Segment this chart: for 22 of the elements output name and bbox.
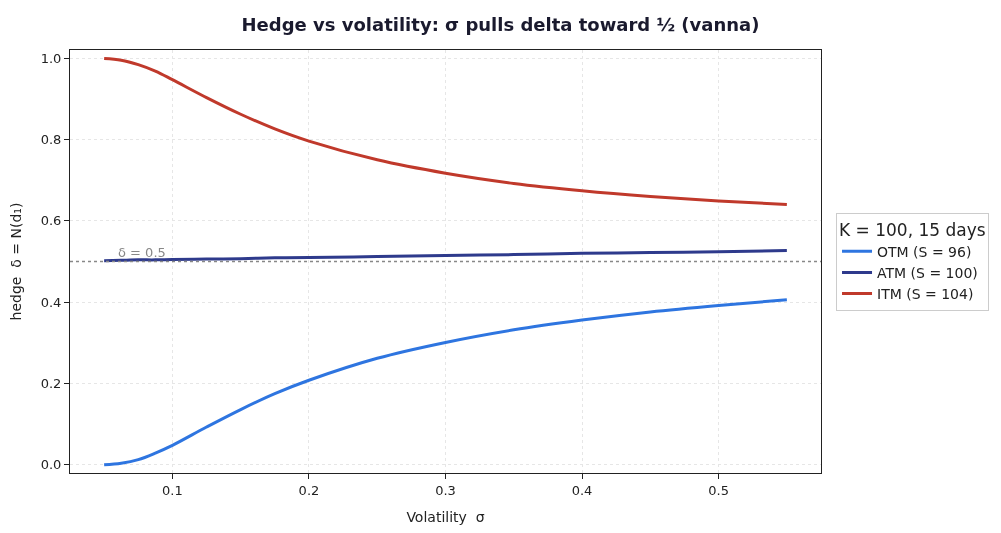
- x-axis-title: Volatility σ: [406, 508, 485, 525]
- x-tick-label: 0.4: [571, 482, 593, 498]
- y-tick-label: 0.4: [40, 294, 62, 310]
- x-tick-label: 0.1: [162, 482, 183, 498]
- ref-line-label: δ = 0.5: [118, 245, 166, 260]
- x-tick-label: 0.5: [708, 482, 729, 498]
- legend-title: K = 100, 15 days: [839, 219, 986, 240]
- y-tick-label: 0.8: [40, 132, 62, 148]
- y-tick-label: 0.0: [40, 457, 62, 473]
- x-tick-label: 0.3: [435, 482, 456, 498]
- y-axis-title: hedge δ = N(d₁): [8, 202, 25, 321]
- line-series: [102, 249, 789, 263]
- line-series: [102, 298, 789, 467]
- y-tick-label: 0.2: [40, 376, 62, 392]
- y-tick-label: 1.0: [40, 50, 62, 66]
- y-tick-label: 0.6: [40, 213, 62, 229]
- chart-title: Hedge vs volatility: σ pulls delta toward ½ (vanna): [241, 14, 760, 36]
- x-tick-label: 0.2: [298, 482, 320, 498]
- legend-label: ATM (S = 100): [877, 264, 978, 281]
- legend-label: ITM (S = 104): [877, 286, 974, 303]
- line-series: [102, 57, 789, 207]
- legend-label: OTM (S = 96): [877, 243, 972, 260]
